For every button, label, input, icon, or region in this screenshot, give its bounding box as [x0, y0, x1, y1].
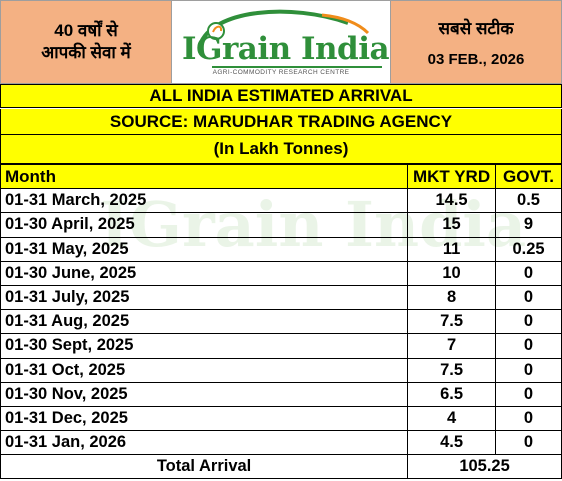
- date-box: सबसे सटीक 03 FEB., 2026: [390, 0, 562, 84]
- table-header-row: Month MKT YRD GOVT.: [0, 163, 562, 190]
- table-row: 01-31 Oct, 2025 7.5 0: [0, 357, 562, 383]
- report-unit: (In Lakh Tonnes): [0, 135, 562, 164]
- govt-cell: 0: [495, 309, 562, 335]
- month-cell: 01-31 Dec, 2025: [0, 405, 409, 432]
- table-row: 01-31 July, 2025 8 0: [0, 284, 562, 311]
- mkt-yrd-cell: 10: [407, 260, 496, 286]
- month-cell: 01-30 April, 2025: [0, 212, 409, 238]
- table-row: 01-31 May, 2025 11 0.25: [0, 236, 562, 262]
- month-cell: 01-30 June, 2025: [0, 260, 409, 286]
- mkt-yrd-cell: 7: [407, 333, 496, 359]
- month-cell: 01-31 July, 2025: [0, 284, 409, 311]
- mkt-yrd-cell: 7.5: [407, 309, 496, 335]
- logo-tagline: AGRI-COMMODITY RESEARCH CENTRE: [212, 69, 350, 76]
- total-value: 105.25: [407, 454, 562, 480]
- mkt-yrd-cell: 4: [407, 405, 496, 432]
- logo-wordmark: IGrain India: [182, 31, 390, 67]
- govt-cell: 0.5: [495, 188, 562, 214]
- table-row: 01-31 Aug, 2025 7.5 0: [0, 309, 562, 335]
- logo-underline: [212, 66, 382, 68]
- table-row: 01-30 June, 2025 10 0: [0, 260, 562, 286]
- govt-cell: 0: [495, 405, 562, 432]
- report-date: 03 FEB., 2026: [427, 51, 525, 68]
- tagline-line-1: 40 वर्षों से: [54, 21, 118, 40]
- govt-cell: 0: [495, 381, 562, 407]
- month-cell: 01-31 Aug, 2025: [0, 309, 409, 335]
- month-cell: 01-30 Sept, 2025: [0, 333, 409, 359]
- mkt-yrd-cell: 4.5: [407, 430, 496, 456]
- report-source: SOURCE: MARUDHAR TRADING AGENCY: [0, 109, 562, 135]
- report-title: ALL INDIA ESTIMATED ARRIVAL: [0, 84, 562, 108]
- mkt-yrd-cell: 8: [407, 284, 496, 311]
- column-header-mkt-yrd: MKT YRD: [407, 163, 496, 190]
- tagline-box: 40 वर्षों से आपकी सेवा में: [0, 0, 172, 84]
- tagline-line-2: आपकी सेवा में: [41, 43, 131, 62]
- mkt-yrd-cell: 14.5: [407, 188, 496, 214]
- total-row: Total Arrival 105.25: [0, 454, 562, 480]
- month-cell: 01-31 Jan, 2026: [0, 430, 409, 456]
- table-row: 01-31 Jan, 2026 4.5 0: [0, 430, 562, 456]
- mkt-yrd-cell: 6.5: [407, 381, 496, 407]
- table-row: 01-31 March, 2025 14.5 0.5: [0, 188, 562, 214]
- table-row: 01-30 Sept, 2025 7 0: [0, 333, 562, 359]
- accuracy-tagline: सबसे सटीक: [438, 19, 514, 38]
- govt-cell: 0.25: [495, 236, 562, 262]
- table-row: 01-31 Dec, 2025 4 0: [0, 405, 562, 432]
- mkt-yrd-cell: 11: [407, 236, 496, 262]
- logo-emblem-icon: [198, 9, 370, 46]
- mkt-yrd-cell: 15: [407, 212, 496, 238]
- govt-cell: 0: [495, 430, 562, 456]
- govt-cell: 0: [495, 260, 562, 286]
- table-row: 01-30 Nov, 2025 6.5 0: [0, 381, 562, 407]
- govt-cell: 9: [495, 212, 562, 238]
- govt-cell: 0: [495, 284, 562, 311]
- mkt-yrd-cell: 7.5: [407, 357, 496, 383]
- month-cell: 01-31 May, 2025: [0, 236, 409, 262]
- arrival-table: Month MKT YRD GOVT. 01-31 March, 2025 14…: [0, 163, 562, 480]
- month-cell: 01-31 March, 2025: [0, 188, 409, 214]
- logo: IGrain India AGRI-COMMODITY RESEARCH CEN…: [172, 0, 390, 84]
- govt-cell: 0: [495, 333, 562, 359]
- total-label: Total Arrival: [0, 454, 409, 480]
- header-banner: 40 वर्षों से आपकी सेवा में IGrain India …: [0, 0, 562, 84]
- month-cell: 01-31 Oct, 2025: [0, 357, 409, 383]
- table-row: 01-30 April, 2025 15 9: [0, 212, 562, 238]
- column-header-month: Month: [0, 163, 409, 190]
- month-cell: 01-30 Nov, 2025: [0, 381, 409, 407]
- govt-cell: 0: [495, 357, 562, 383]
- column-header-govt: GOVT.: [495, 163, 562, 190]
